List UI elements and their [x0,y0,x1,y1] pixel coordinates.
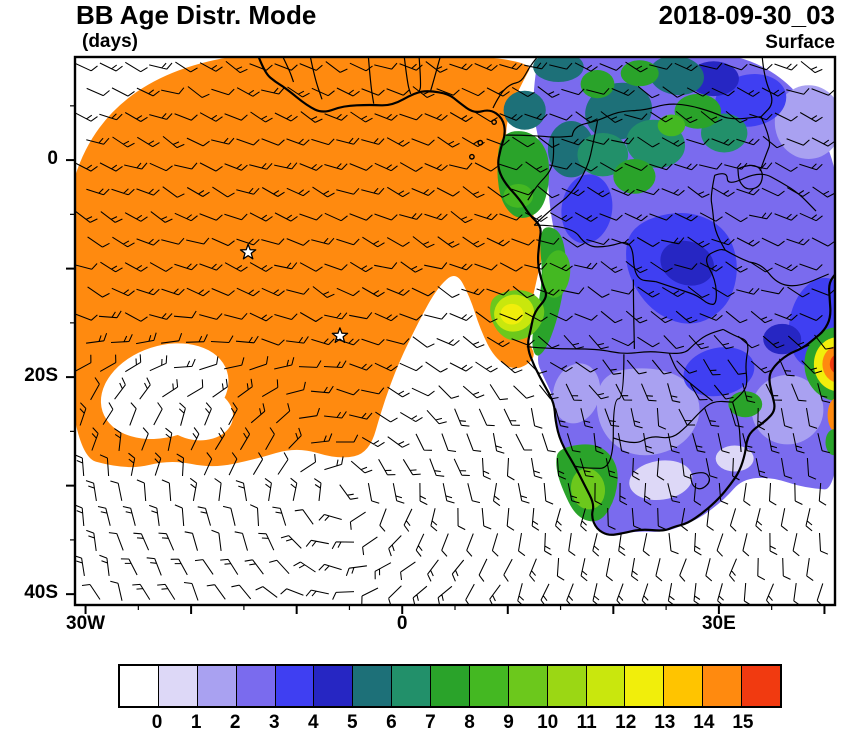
colorbar-cell [236,666,276,706]
plot-units-label: (days) [82,31,138,52]
colorbar-cell [625,666,665,706]
colorbar-cell [120,666,159,706]
colorbar-cell [547,666,587,706]
colorbar-tick-label: 6 [386,712,397,733]
colorbar-cell [392,666,431,706]
colorbar-tick-label: 1 [190,712,202,733]
colorbar-tick-label: 14 [693,712,715,733]
colorbar-cell [353,666,393,706]
plot-level-label: Surface [765,32,835,53]
colorbar-tick-label: 4 [307,712,319,733]
colorbar-cell [158,666,198,706]
colorbar-tick-label: 13 [654,712,676,733]
colorbar-tick-label: 9 [503,712,514,733]
x-axis-label: 30E [701,613,736,634]
colorbar-tick-label: 5 [347,712,358,733]
colorbar-cell [664,666,704,706]
y-axis-label: 40S [24,582,58,604]
y-axis-label: 20S [24,365,58,387]
colorbar-tick-label: 7 [425,712,436,733]
colorbar-cell [197,666,237,706]
colorbar-tick-label: 11 [576,712,597,733]
colorbar-cell [275,666,315,706]
colorbar-cell [431,666,470,706]
colorbar [118,664,782,708]
colorbar-cell [469,666,509,706]
colorbar-cell [508,666,548,706]
plot-datetime: 2018-09-30_03 [658,0,835,30]
colorbar-cell [314,666,354,706]
colorbar-tick-label: 8 [464,712,475,733]
colorbar-tick-label: 12 [615,712,637,733]
y-axis-label: 0 [47,148,58,170]
colorbar-tick-label: 10 [537,712,559,733]
plot-title: BB Age Distr. Mode [76,0,317,30]
colorbar-cell [703,666,742,706]
x-axis-label: 0 [396,613,408,634]
x-axis-label: 30W [66,613,106,634]
colorbar-tick-label: 15 [732,712,754,733]
colorbar-tick-label: 3 [268,712,280,733]
colorbar-cell [586,666,626,706]
colorbar-cell [742,666,780,706]
colorbar-tick-label: 2 [229,712,241,733]
colorbar-tick-label: 0 [151,712,163,733]
